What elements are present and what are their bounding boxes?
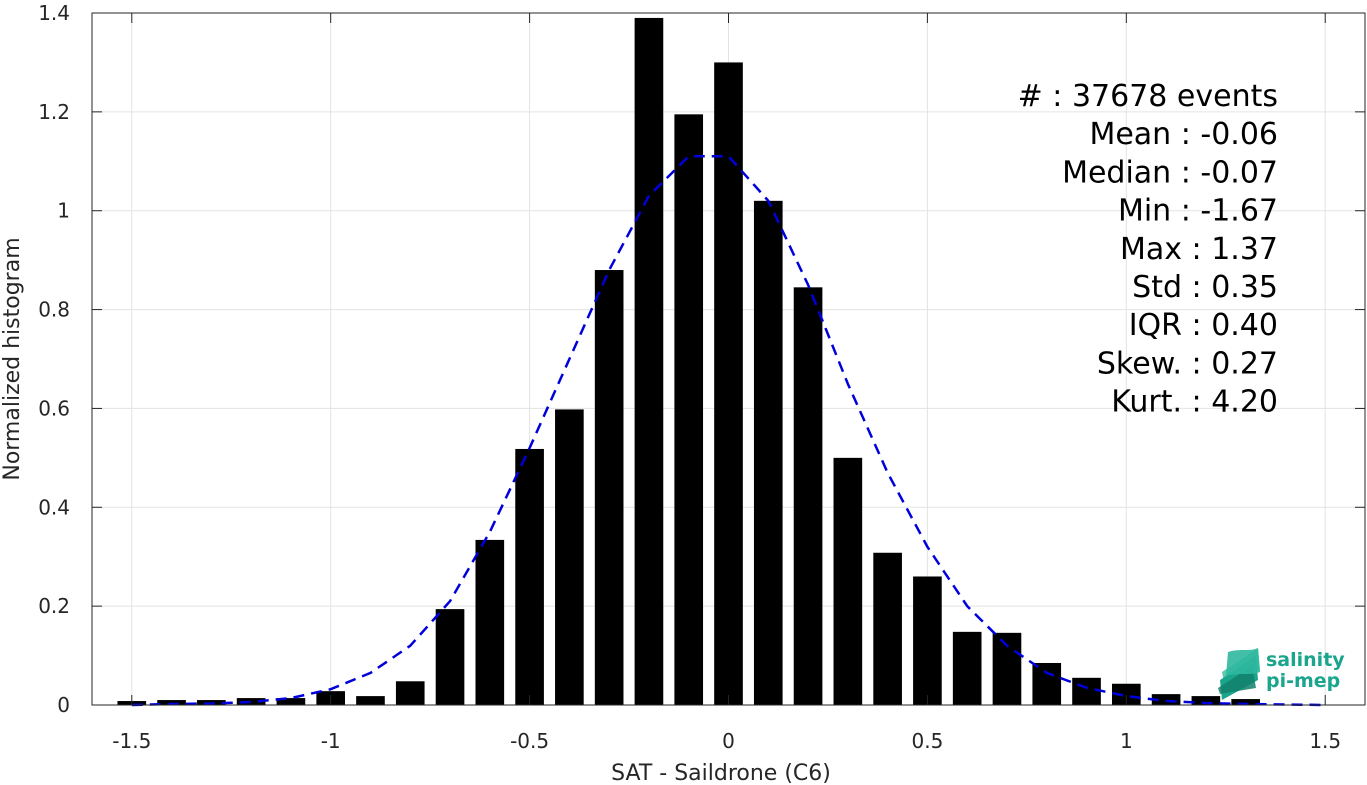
histogram-bar [1072, 677, 1101, 705]
histogram-bar [674, 114, 704, 706]
tick-labels-layer: -1.5 -1 -0.5 0 0.5 1 1.5 0 0.2 0.4 0.6 0.8 1 1.2 1.4 [38, 1, 1341, 753]
histogram-bar [913, 576, 942, 705]
histogram-bar [1032, 662, 1062, 705]
logo-line-2: pi-mep [1266, 670, 1340, 692]
histogram-bar [555, 409, 584, 705]
bars-layer [117, 17, 1260, 706]
y-tick-label: 1.2 [38, 100, 70, 124]
stat-line: Kurt. : 4.20 [1111, 385, 1278, 420]
x-tick-label: -0.5 [510, 729, 549, 753]
histogram-bar [594, 270, 624, 705]
histogram-bar [1191, 696, 1221, 705]
y-tick-label: 0.6 [38, 396, 70, 420]
stat-line: IQR : 0.40 [1129, 308, 1278, 343]
y-tick-label: 0 [57, 693, 70, 717]
histogram-bar [992, 632, 1022, 705]
stat-line: Skew. : 0.27 [1097, 346, 1278, 381]
stat-line: Std : 0.35 [1132, 270, 1278, 305]
axes-layer [91, 12, 1366, 706]
y-axis-label: Normalized histogram [0, 237, 25, 480]
x-tick-label: 0.5 [912, 729, 944, 753]
histogram-bar [634, 17, 664, 705]
histogram-bar [515, 448, 544, 705]
histogram-bar [395, 681, 425, 705]
histogram-bar [356, 696, 385, 705]
stat-line: Median : -0.07 [1062, 155, 1278, 190]
histogram-bar [753, 200, 783, 706]
histogram-bar [793, 287, 823, 705]
x-tick-label: 0 [722, 729, 735, 753]
histogram-bar [276, 698, 306, 705]
logo-line-1: salinity [1266, 649, 1345, 671]
gaussian-fit-curve [131, 155, 1326, 707]
histogram-bar [833, 457, 863, 705]
x-tick-label: -1 [321, 729, 341, 753]
histogram-bar [952, 631, 982, 705]
logo-wave-icon [1218, 648, 1260, 700]
histogram-bar [475, 539, 505, 705]
stat-line: Max : 1.37 [1120, 232, 1278, 267]
salinity-pi-mep-logo: salinity pi-mep [1218, 648, 1345, 700]
histogram-bar [236, 698, 266, 705]
y-tick-label: 0.4 [38, 495, 70, 519]
y-tick-label: 1 [57, 199, 70, 223]
histogram-bar [1151, 694, 1181, 705]
fit-curve-layer [131, 155, 1326, 707]
x-tick-label: -1.5 [112, 729, 151, 753]
histogram-bar [1111, 683, 1141, 705]
histogram-bar [714, 62, 743, 705]
histogram-bar [873, 552, 902, 705]
histogram-bar [1231, 699, 1260, 705]
histogram-bar [157, 700, 186, 705]
stat-line: # : 37678 events [1018, 79, 1278, 114]
y-tick-label: 0.8 [38, 298, 70, 322]
y-tick-label: 1.4 [38, 1, 70, 25]
x-tick-label: 1 [1120, 729, 1133, 753]
x-tick-label: 1.5 [1309, 729, 1341, 753]
histogram-bar [435, 609, 465, 705]
y-tick-label: 0.2 [38, 594, 70, 618]
stat-line: Min : -1.67 [1118, 194, 1278, 229]
x-axis-label: SAT - Saildrone (C6) [611, 761, 831, 785]
stat-line: Mean : -0.06 [1089, 117, 1278, 152]
